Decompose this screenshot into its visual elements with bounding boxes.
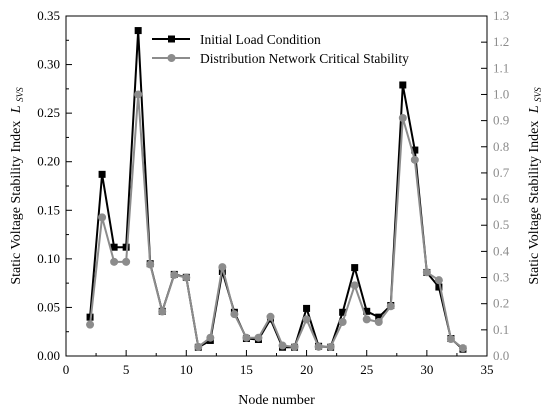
data-point-square xyxy=(303,304,311,312)
y-right-tick-label: 1.3 xyxy=(493,8,509,23)
x-tick-label: 0 xyxy=(63,362,70,377)
y-right-tick-label: 0.4 xyxy=(493,243,510,258)
data-point-circle xyxy=(110,257,119,266)
legend: Initial Load Condition Distribution Netw… xyxy=(152,32,409,66)
data-point-circle xyxy=(338,318,347,326)
x-tick-label: 5 xyxy=(123,362,130,377)
data-point-circle xyxy=(182,273,191,282)
y-right-tick-label: 0.2 xyxy=(493,296,509,311)
data-point-square xyxy=(375,313,383,321)
y-right-tick-label: 0.3 xyxy=(493,270,509,285)
y-axis-right-symbol: L xyxy=(527,105,542,114)
y-axis-left-title-text: Static Voltage Stability Index xyxy=(9,121,24,285)
legend-label-initial-load: Initial Load Condition xyxy=(200,32,321,47)
x-tick-label: 35 xyxy=(481,362,494,377)
data-point-circle xyxy=(374,318,383,326)
data-point-circle xyxy=(458,344,467,353)
svg-text:Static Voltage Stability Index: Static Voltage Stability Index L SVS xyxy=(9,87,25,285)
tick-labels: 0 5 10 15 20 25 30 35 0.00 0.05 0.10 0.15 0.20 0.25 0.… xyxy=(37,8,510,377)
data-point-circle xyxy=(170,270,179,279)
series-line-1 xyxy=(89,93,464,349)
y-right-tick-label: 0.7 xyxy=(493,165,510,180)
data-point-circle xyxy=(242,333,251,342)
x-tick-label: 15 xyxy=(240,362,253,377)
data-point-circle xyxy=(230,310,239,319)
data-point-circle xyxy=(218,263,227,272)
y-left-tick-label: 0.35 xyxy=(37,8,60,23)
data-point-circle xyxy=(254,333,263,342)
data-point-square xyxy=(122,243,130,251)
data-point-circle xyxy=(446,335,455,343)
x-tick-label: 30 xyxy=(420,362,433,377)
data-point-square xyxy=(399,81,407,89)
data-point-square xyxy=(351,264,359,272)
series-line-0 xyxy=(89,29,464,350)
x-tick-label: 20 xyxy=(300,362,313,377)
data-point-square xyxy=(110,243,118,251)
legend-label-critical-stability: Distribution Network Critical Stability xyxy=(200,51,409,66)
y-axis-left-title: Static Voltage Stability Index L SVS xyxy=(9,87,25,285)
legend-marker-square xyxy=(168,35,175,43)
data-point-circle xyxy=(434,276,443,285)
data-point-square xyxy=(339,308,347,316)
y-left-tick-label: 0.10 xyxy=(37,251,60,266)
data-point-circle xyxy=(290,342,299,351)
y-left-tick-label: 0.20 xyxy=(37,154,60,169)
legend-item-critical-stability: Distribution Network Critical Stability xyxy=(152,51,409,66)
data-point-circle xyxy=(122,257,131,266)
y-axis-right-title-text: Static Voltage Stability Index xyxy=(527,121,542,285)
data-point-circle xyxy=(86,320,95,329)
data-point-circle xyxy=(422,268,431,277)
y-right-tick-label: 0.0 xyxy=(493,348,509,363)
y-right-tick-label: 1.1 xyxy=(493,60,509,75)
series-layer xyxy=(86,27,467,353)
y-axis-right-title: Static Voltage Stability Index L SVS xyxy=(527,87,543,285)
data-point-circle xyxy=(158,307,167,316)
data-point-circle xyxy=(146,260,155,269)
data-point-square xyxy=(98,170,106,178)
y-axis-left-symbol: L xyxy=(9,105,24,114)
data-point-circle xyxy=(350,281,359,290)
data-point-circle xyxy=(98,213,107,222)
data-point-square xyxy=(435,283,443,291)
data-point-circle xyxy=(278,341,287,350)
x-tick-label: 25 xyxy=(360,362,373,377)
y-right-tick-label: 0.5 xyxy=(493,217,509,232)
data-point-circle xyxy=(302,315,311,324)
svg-text:Static Voltage Stability Index: Static Voltage Stability Index L SVS xyxy=(527,87,543,285)
data-point-circle xyxy=(206,333,215,342)
y-right-tick-label: 1.2 xyxy=(493,34,509,49)
data-point-circle xyxy=(326,342,335,351)
y-left-tick-label: 0.00 xyxy=(37,348,60,363)
x-tick-label: 10 xyxy=(180,362,193,377)
data-point-circle xyxy=(194,342,203,351)
y-right-tick-label: 0.9 xyxy=(493,113,509,128)
data-point-circle xyxy=(410,155,419,164)
y-axis-left-subscript: SVS xyxy=(15,87,25,102)
y-left-tick-label: 0.25 xyxy=(37,105,60,120)
y-right-tick-label: 0.8 xyxy=(493,139,509,154)
data-point-square xyxy=(363,307,371,315)
data-point-square xyxy=(134,27,142,35)
legend-marker-circle xyxy=(167,54,176,62)
y-left-tick-label: 0.30 xyxy=(37,57,60,72)
data-point-circle xyxy=(266,312,275,321)
plot-frame xyxy=(65,15,488,357)
data-point-circle xyxy=(398,114,407,122)
y-left-tick-label: 0.15 xyxy=(37,202,60,217)
y-right-tick-label: 0.1 xyxy=(493,322,509,337)
y-left-tick-label: 0.05 xyxy=(37,299,60,314)
data-point-circle xyxy=(314,342,323,351)
y-right-tick-label: 0.6 xyxy=(493,191,510,206)
y-right-tick-label: 1.0 xyxy=(493,86,509,101)
legend-item-initial-load: Initial Load Condition xyxy=(152,32,321,47)
data-point-circle xyxy=(362,315,371,324)
data-point-square xyxy=(411,146,419,154)
x-axis-title: Node number xyxy=(238,393,315,408)
y-axis-right-subscript: SVS xyxy=(533,87,543,102)
data-point-circle xyxy=(386,302,395,311)
data-point-circle xyxy=(134,90,143,99)
